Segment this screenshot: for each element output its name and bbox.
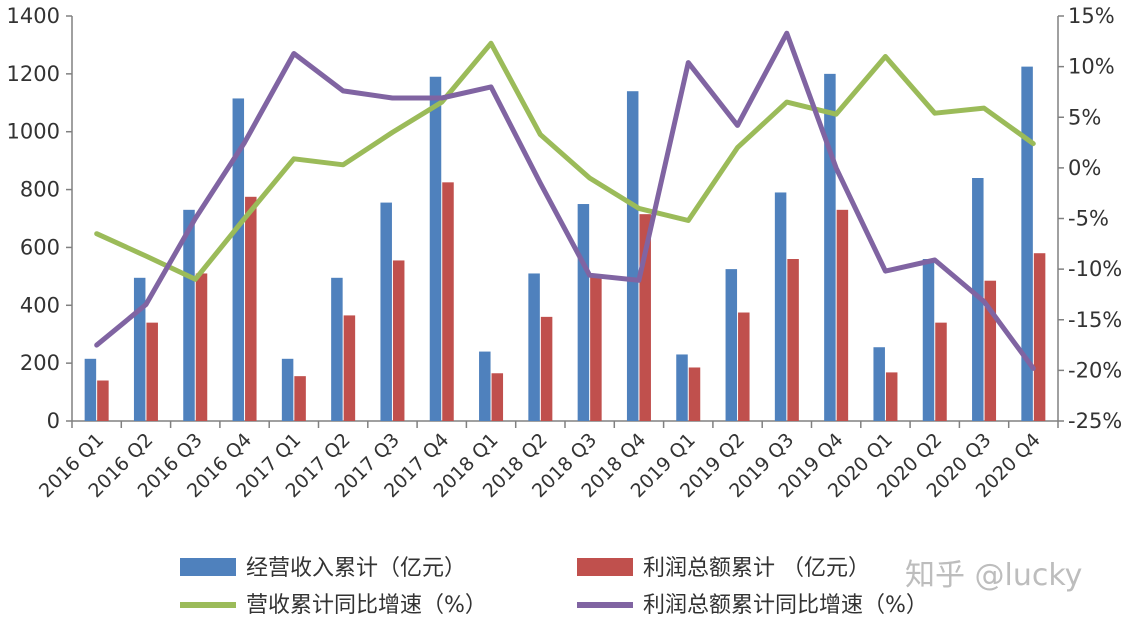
profit-bar [688, 367, 701, 421]
revenue-bar [873, 347, 885, 421]
revenue-bar [380, 202, 392, 421]
profit-bar [787, 259, 799, 421]
right-tick-label: -25% [1068, 409, 1122, 433]
right-tick-label: 0% [1068, 156, 1101, 180]
revenue-bar [133, 277, 146, 421]
profit-growth-line [94, 30, 1036, 371]
right-tick-label: -5% [1068, 207, 1109, 231]
profit-bar [97, 380, 109, 421]
legend-label-profit-growth: 利润总额累计同比增速（%） [643, 593, 928, 618]
revenue-growth-line [94, 40, 1036, 282]
revenue-bar [281, 358, 294, 421]
left-tick-label: 800 [20, 178, 60, 202]
profit-bar [442, 182, 454, 421]
left-axis-ticks: 0 200 400 600 800 1000 1200 1400 [7, 4, 72, 433]
revenue-bar [429, 76, 442, 421]
profit-bar [836, 209, 849, 421]
right-tick-label: -15% [1068, 308, 1122, 332]
revenue-bar [626, 91, 639, 421]
legend-label-revenue-growth: 营收累计同比增速（%） [246, 593, 487, 618]
left-tick-label: 600 [20, 235, 60, 259]
legend-swatch-revenue [180, 558, 236, 576]
revenue-bar [774, 192, 787, 421]
right-tick-label: -10% [1068, 257, 1122, 281]
plot-axes [71, 16, 1059, 422]
revenue-bar [84, 358, 97, 421]
right-tick-label: 10% [1068, 55, 1115, 79]
left-tick-label: 1000 [7, 120, 60, 144]
profit-bar [195, 273, 208, 421]
bar-series-group [84, 66, 1046, 422]
revenue-bar [1021, 66, 1033, 421]
profit-bar [885, 372, 898, 421]
revenue-bar [676, 354, 688, 421]
revenue-bar [528, 273, 540, 421]
profit-bar [738, 312, 750, 421]
left-tick-label: 1200 [7, 62, 60, 86]
left-tick-label: 1400 [7, 4, 60, 28]
revenue-bar [577, 204, 590, 421]
left-tick-label: 400 [20, 293, 60, 317]
legend-swatch-profit [577, 558, 633, 576]
right-tick-label: 5% [1068, 105, 1101, 129]
profit-bar [590, 274, 602, 421]
profit-bar [245, 196, 257, 421]
profit-bar [540, 316, 553, 421]
x-axis-ticks [71, 421, 1059, 428]
revenue-bar [183, 209, 195, 421]
profit-bar [294, 376, 306, 421]
right-tick-label: 15% [1068, 4, 1115, 28]
legend-label-profit: 利润总额累计 （亿元） [643, 556, 870, 581]
profit-bar [392, 260, 405, 421]
revenue-bar [725, 269, 738, 421]
revenue-bar [331, 277, 343, 421]
profit-bar [639, 214, 651, 421]
revenue-bar [232, 98, 245, 422]
revenue-bar [922, 259, 935, 421]
legend-label-revenue: 经营收入累计（亿元） [246, 556, 466, 581]
profit-bar [343, 315, 356, 421]
line-series-group [94, 30, 1036, 371]
right-axis-ticks: -25% -20% -15% -10% -5% 0% 5% 10% 15% [1058, 4, 1122, 433]
right-tick-label: -20% [1068, 358, 1122, 382]
profit-bar [491, 373, 504, 421]
revenue-bar [479, 351, 491, 421]
left-tick-label: 200 [20, 351, 60, 375]
watermark: 知乎 @lucky [905, 558, 1082, 593]
left-tick-label: 0 [47, 409, 60, 433]
profit-bar [1033, 253, 1046, 421]
revenue-bar [824, 73, 836, 421]
profit-bar [146, 322, 158, 421]
legend: 经营收入累计（亿元） 利润总额累计 （亿元） 营收累计同比增速（%） 利润总额累… [180, 556, 928, 618]
profit-bar [984, 280, 997, 421]
profit-bar [935, 322, 947, 421]
